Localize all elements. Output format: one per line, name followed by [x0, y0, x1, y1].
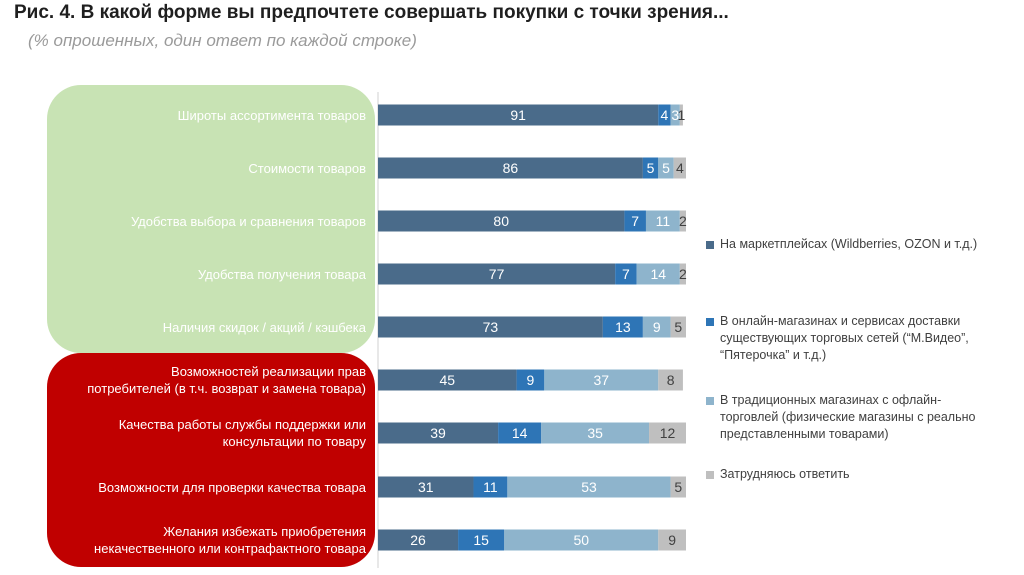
legend-item: На маркетплейсах (Wildberries, OZON и т.…: [706, 236, 1016, 253]
bar-segment: [378, 422, 499, 444]
bar-segment: [378, 316, 603, 338]
data-label: 5: [662, 160, 670, 176]
bar-segment: [541, 422, 650, 444]
data-label: 73: [483, 319, 499, 335]
bar-segment: [670, 476, 686, 498]
bar-segment: [378, 157, 643, 179]
bar-segment: [679, 104, 683, 126]
data-label: 14: [512, 425, 528, 441]
category-label: Удобства выбора и сравнения товаров: [130, 213, 366, 229]
bar-segment: [378, 104, 659, 126]
category-label: Возможности для проверки качества товара: [98, 479, 366, 495]
bar-segment: [602, 316, 643, 338]
legend-label: На маркетплейсах (Wildberries, OZON и т.…: [720, 237, 978, 251]
bar-segment: [636, 263, 680, 285]
legend-label: В традиционных магазинах с офлайн-торгов…: [720, 393, 976, 441]
bar-segment: [473, 476, 508, 498]
chart-subtitle: (% опрошенных, один ответ по каждой стро…: [28, 31, 417, 50]
data-label: 14: [650, 266, 666, 282]
data-label: 11: [483, 479, 498, 495]
bar-segment: [624, 210, 646, 232]
data-label: 5: [674, 479, 682, 495]
bar-segment: [670, 104, 680, 126]
bar-segment: [504, 529, 659, 551]
bar-segment: [458, 529, 505, 551]
bar-segment: [658, 369, 683, 391]
legend-swatch: [706, 471, 714, 479]
data-label: 31: [418, 479, 434, 495]
bar-segment: [658, 104, 671, 126]
bar-segment: [378, 369, 517, 391]
bar-segment: [645, 210, 680, 232]
data-label: 77: [489, 266, 505, 282]
data-label: 2: [679, 266, 687, 282]
data-label: 1: [677, 107, 685, 123]
bar-segment: [378, 263, 616, 285]
bar-segment: [378, 476, 474, 498]
bar-segment: [516, 369, 545, 391]
data-label: 50: [573, 532, 589, 548]
data-label: 86: [503, 160, 519, 176]
bar-segment: [378, 210, 625, 232]
bar-segment: [544, 369, 659, 391]
category-label: Желания избежать приобретения некачествен…: [94, 524, 366, 556]
legend-swatch: [706, 241, 714, 249]
data-label: 2: [679, 213, 687, 229]
legend-swatch: [706, 397, 714, 405]
data-label: 15: [473, 532, 489, 548]
data-label: 80: [493, 213, 509, 229]
bar-segment: [649, 422, 686, 444]
category-label: Удобства получения товара: [197, 266, 366, 282]
data-label: 9: [527, 372, 535, 388]
group-box-positive: [47, 85, 375, 353]
bar-segment: [642, 316, 671, 338]
data-label: 26: [410, 532, 426, 548]
chart-title: Рис. 4. В какой форме вы предпочтете сов…: [14, 2, 729, 23]
data-label: 4: [676, 160, 684, 176]
data-label: 13: [615, 319, 631, 335]
bar-segment: [658, 157, 674, 179]
category-label: Наличия скидок / акций / кэшбека: [162, 319, 366, 335]
data-label: 53: [581, 479, 597, 495]
legend-item: Затрудняюсь ответить: [706, 466, 1016, 483]
data-label: 5: [674, 319, 682, 335]
data-label: 7: [631, 213, 639, 229]
bar-segment: [615, 263, 637, 285]
data-label: 5: [647, 160, 655, 176]
category-label: Широты ассортимента товаров: [177, 107, 366, 123]
category-label: Возможностей реализации прав потребителей…: [87, 364, 366, 396]
data-label: 37: [594, 372, 610, 388]
bar-segment: [679, 263, 686, 285]
data-label: 3: [671, 107, 679, 123]
bar-segment: [673, 157, 686, 179]
data-label: 91: [510, 107, 526, 123]
bar-segment: [642, 157, 659, 179]
data-label: 9: [668, 532, 676, 548]
legend-label: В онлайн-магазинах и сервисах доставки су…: [720, 314, 969, 362]
group-box-negative: [47, 353, 375, 567]
bar-segment: [498, 422, 542, 444]
data-label: 4: [661, 107, 669, 123]
legend-swatch: [706, 318, 714, 326]
data-label: 12: [660, 425, 676, 441]
bar-segment: [658, 529, 686, 551]
category-label: Качества работы службы поддержки или конс…: [118, 417, 366, 449]
data-label: 39: [430, 425, 446, 441]
data-label: 8: [667, 372, 675, 388]
bar-segment: [679, 210, 686, 232]
data-label: 9: [653, 319, 661, 335]
data-label: 45: [440, 372, 456, 388]
bar-segment: [507, 476, 671, 498]
data-label: 35: [587, 425, 603, 441]
bar-segment: [378, 529, 459, 551]
legend-label: Затрудняюсь ответить: [720, 467, 850, 481]
bar-segment: [670, 316, 686, 338]
legend-item: В традиционных магазинах с офлайн-торгов…: [706, 392, 1016, 443]
category-label: Стоимости товаров: [248, 160, 366, 176]
data-label: 7: [622, 266, 630, 282]
data-label: 11: [656, 213, 671, 229]
legend-item: В онлайн-магазинах и сервисах доставки су…: [706, 313, 1016, 364]
